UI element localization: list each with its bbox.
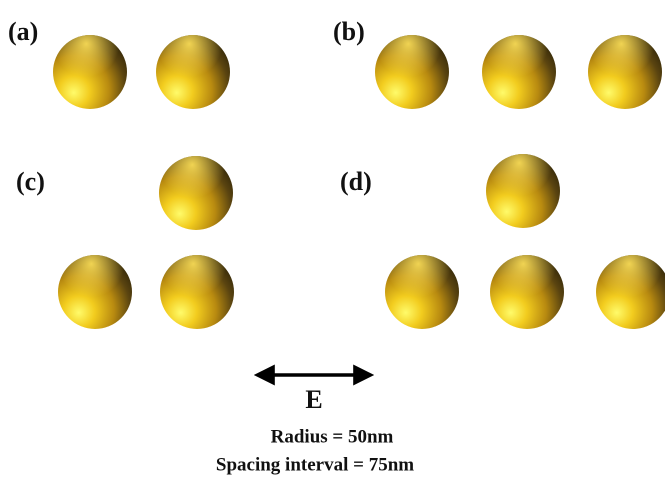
sphere (58, 255, 132, 329)
sphere (385, 255, 459, 329)
sphere-shade (156, 35, 230, 109)
sphere-shade (58, 255, 132, 329)
spacing-caption: Spacing interval = 75nm (216, 454, 414, 475)
sphere (160, 255, 234, 329)
radius-caption: Radius = 50nm (271, 426, 394, 447)
sphere-shade (486, 154, 560, 228)
sphere-shade (588, 35, 662, 109)
panel-label: (a) (8, 17, 38, 46)
sphere (375, 35, 449, 109)
sphere-shade (160, 255, 234, 329)
sphere-shade (490, 255, 564, 329)
sphere (490, 255, 564, 329)
sphere-shade (159, 156, 233, 230)
panel-label: (d) (340, 167, 372, 196)
sphere-shade (482, 35, 556, 109)
panel-label: (c) (16, 167, 45, 196)
sphere-shade (53, 35, 127, 109)
sphere (156, 35, 230, 109)
field-label: E (305, 385, 322, 414)
sphere-shade (596, 255, 665, 329)
sphere (486, 154, 560, 228)
sphere (53, 35, 127, 109)
sphere-shade (375, 35, 449, 109)
sphere (482, 35, 556, 109)
page: (a) (b) (c) (d) E Radius = 50nm Spacing … (0, 0, 665, 477)
sphere-shade (385, 255, 459, 329)
sphere (159, 156, 233, 230)
sphere (588, 35, 662, 109)
panel-label: (b) (333, 17, 365, 46)
sphere (596, 255, 665, 329)
figure: (a) (b) (c) (d) E Radius = 50nm Spacing … (0, 0, 665, 477)
